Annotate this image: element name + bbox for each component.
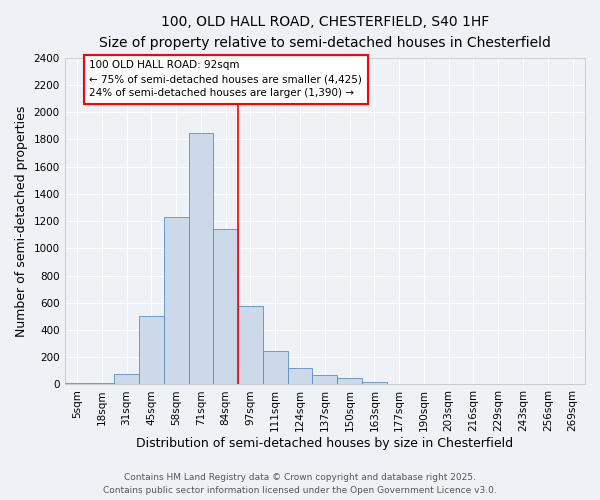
Bar	[238, 306, 263, 384]
Bar	[287, 368, 313, 384]
Bar	[337, 378, 362, 384]
Bar	[362, 382, 387, 384]
Text: 100 OLD HALL ROAD: 92sqm
← 75% of semi-detached houses are smaller (4,425)
24% o: 100 OLD HALL ROAD: 92sqm ← 75% of semi-d…	[89, 60, 362, 98]
Bar	[65, 383, 89, 384]
Text: Contains HM Land Registry data © Crown copyright and database right 2025.
Contai: Contains HM Land Registry data © Crown c…	[103, 474, 497, 495]
Bar	[313, 375, 337, 384]
Bar	[164, 217, 188, 384]
Bar	[263, 351, 287, 384]
Bar	[188, 132, 214, 384]
Bar	[214, 230, 238, 384]
Title: 100, OLD HALL ROAD, CHESTERFIELD, S40 1HF
Size of property relative to semi-deta: 100, OLD HALL ROAD, CHESTERFIELD, S40 1H…	[99, 15, 551, 50]
Bar	[89, 383, 114, 384]
Bar	[139, 316, 164, 384]
X-axis label: Distribution of semi-detached houses by size in Chesterfield: Distribution of semi-detached houses by …	[136, 437, 514, 450]
Bar	[114, 374, 139, 384]
Y-axis label: Number of semi-detached properties: Number of semi-detached properties	[15, 106, 28, 337]
